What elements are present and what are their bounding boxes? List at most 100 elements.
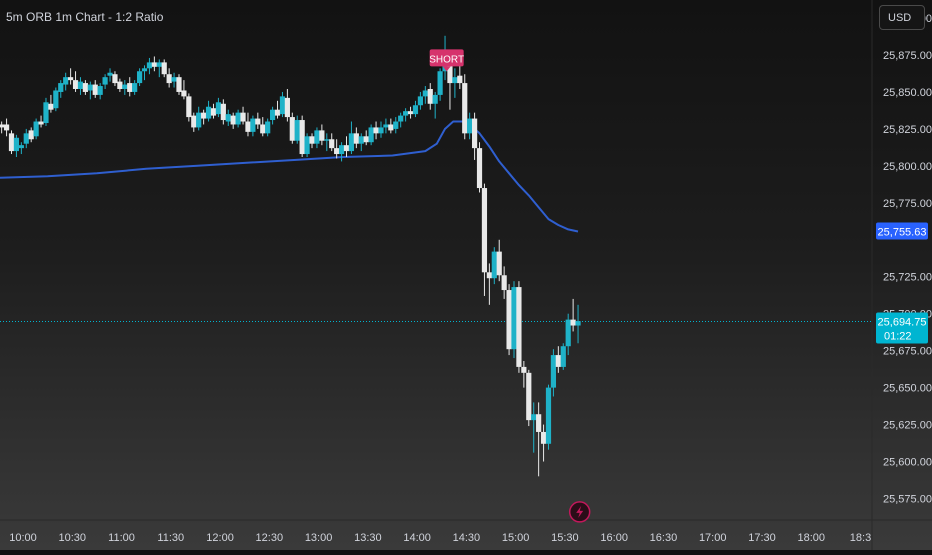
time-tick-label: 18:3 <box>850 532 871 544</box>
candle-up <box>575 321 581 326</box>
candle-up <box>358 136 364 144</box>
time-tick-label: 16:30 <box>650 532 678 544</box>
candle-up <box>13 137 20 152</box>
candle-up <box>393 121 399 129</box>
candle-up <box>437 71 443 95</box>
price-tick-label: 25,875.00 <box>883 50 932 62</box>
price-tick-label: 25,675.00 <box>883 346 932 358</box>
candle-down <box>255 118 261 125</box>
price-tick-label: 25,600.00 <box>883 457 932 469</box>
candle-down <box>540 431 547 444</box>
candle-down <box>501 275 507 291</box>
candle-down <box>3 124 10 131</box>
candle-down <box>220 103 226 121</box>
currency-button[interactable]: USD <box>879 5 925 30</box>
price-tick-label: 25,850.00 <box>883 87 932 99</box>
candle-down <box>536 414 542 432</box>
candle-down <box>38 121 44 125</box>
lightning-icon <box>576 505 584 518</box>
time-tick-label: 14:00 <box>403 532 431 544</box>
candle-down <box>274 109 281 116</box>
candle-down <box>334 148 340 155</box>
candle-up <box>77 81 84 89</box>
candle-up <box>63 77 69 85</box>
time-tick-label: 15:30 <box>551 532 579 544</box>
candle-down <box>166 74 172 84</box>
candle-down <box>284 97 290 118</box>
candle-down <box>112 74 118 84</box>
candle-down <box>0 124 5 128</box>
candle-up <box>403 111 409 116</box>
candle-up <box>412 105 419 115</box>
candle-down <box>92 84 98 95</box>
candle-down <box>476 148 483 189</box>
candle-down <box>72 80 79 89</box>
candle-up <box>467 118 473 134</box>
candle-down <box>289 117 295 141</box>
price-tick-label: 25,625.00 <box>883 420 932 432</box>
price-tick-label: 25,725.00 <box>883 272 932 284</box>
candle-up <box>87 84 93 91</box>
candle-down <box>260 124 266 134</box>
candle-down <box>230 115 236 125</box>
candle-up <box>491 251 497 279</box>
candle-up <box>294 120 300 141</box>
short-marker-box <box>429 49 464 67</box>
candle-down <box>48 103 54 110</box>
candle-down <box>555 355 561 367</box>
candle-up <box>122 84 128 89</box>
candle-down <box>329 139 335 149</box>
candle-down <box>496 251 502 276</box>
ma-price-label: 25,755.63 <box>878 226 927 238</box>
price-tick-label: 25,825.00 <box>883 124 932 136</box>
time-tick-label: 17:30 <box>748 532 776 544</box>
candle-up <box>102 77 108 85</box>
candle-up <box>545 387 552 444</box>
price-tick-label: 25,800.00 <box>883 161 932 173</box>
candle-up <box>265 121 271 134</box>
candle-up <box>235 112 241 125</box>
candle-down <box>457 75 463 84</box>
candle-down <box>186 96 192 118</box>
candle-up <box>378 127 384 134</box>
candle-down <box>526 372 532 421</box>
candle-up <box>107 72 113 76</box>
candle-up <box>531 414 537 421</box>
time-tick-label: 12:30 <box>256 532 284 544</box>
moving-average-line <box>0 120 579 233</box>
candle-up <box>33 121 39 137</box>
candle-down <box>176 77 182 92</box>
last-price-tag <box>876 312 928 344</box>
candle-down <box>68 77 74 81</box>
candle-up <box>338 145 345 155</box>
candle-down <box>447 65 453 84</box>
candle-up <box>141 68 148 72</box>
price-tick-label: 25,775.00 <box>883 198 932 210</box>
candle-down <box>8 133 15 152</box>
time-tick-label: 15:00 <box>502 532 530 544</box>
candle-down <box>210 108 217 116</box>
candle-up <box>196 112 202 128</box>
candle-up <box>348 133 355 152</box>
candle-down <box>388 124 394 131</box>
candle-up <box>250 118 256 132</box>
candle-down <box>319 130 325 141</box>
candle-up <box>132 83 138 92</box>
candle-up <box>225 114 231 122</box>
candle-up <box>136 71 143 84</box>
candle-up <box>58 83 64 92</box>
candle-up <box>417 96 423 106</box>
candle-down <box>191 115 197 128</box>
time-tick-label: 11:00 <box>108 532 135 544</box>
candle-down <box>521 366 527 373</box>
candle-down <box>407 111 414 115</box>
candle-up <box>53 90 59 109</box>
candle-down <box>117 81 123 89</box>
candle-up <box>279 96 286 115</box>
candle-down <box>201 112 207 119</box>
candle-up <box>452 77 458 84</box>
last-price-label: 25,694.75 <box>878 316 927 328</box>
candle-up <box>23 133 29 144</box>
